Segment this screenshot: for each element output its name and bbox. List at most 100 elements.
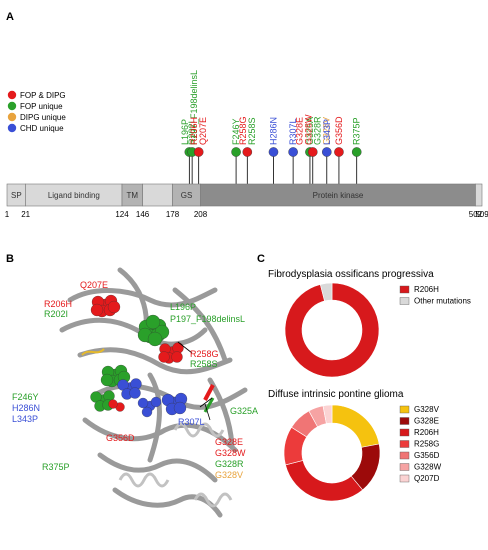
residue-sphere xyxy=(145,314,161,330)
ribbon-helix xyxy=(193,492,233,508)
donut-legend-label: G328W xyxy=(414,463,442,472)
donut-legend-label: R258G xyxy=(414,440,439,449)
donut-legend-label: G328E xyxy=(414,417,439,426)
panel-c-donut-charts: Fibrodysplasia ossificans progressiva R20… xyxy=(268,269,471,502)
position-tick-label: 1 xyxy=(5,210,10,219)
legend-label: DIPG unique xyxy=(20,113,66,122)
panel-a-protein-domain-bar: SP Ligand binding TM GS Protein kinase xyxy=(6,183,483,207)
mutation-label: R202I xyxy=(187,121,197,145)
mutation-label: G328R xyxy=(312,116,322,145)
pointer-line-g325 xyxy=(199,397,213,408)
ribbon-strand xyxy=(77,347,233,375)
lollipop-head xyxy=(351,147,362,157)
donut-legend-label: R206H xyxy=(414,428,439,437)
lollipop-head xyxy=(334,147,344,157)
domain-label: Ligand binding xyxy=(48,191,100,200)
lollipop-head xyxy=(268,147,279,157)
ribbon-helix xyxy=(173,422,225,438)
legend-label: CHD unique xyxy=(20,124,64,133)
lollipop-head xyxy=(307,147,318,157)
domain-label: SP xyxy=(11,191,22,200)
mutation-label: R307L xyxy=(288,118,298,145)
donut-legend-swatch xyxy=(399,474,410,483)
lollipop-head xyxy=(288,147,298,157)
structure-annotation: L343P xyxy=(12,414,38,424)
donut-slice xyxy=(331,404,380,448)
mutation-label: F246Y xyxy=(231,118,241,145)
domain-label: GS xyxy=(181,191,193,200)
donut-legend-label: G356D xyxy=(414,451,440,460)
residue-sphere xyxy=(158,351,170,363)
ribbon-strand xyxy=(67,287,218,308)
panel-b-label: B xyxy=(6,253,14,265)
donut-legend-label: Q207D xyxy=(414,474,440,483)
mutation-label: R375P xyxy=(352,117,362,145)
position-tick-label: 146 xyxy=(136,210,150,219)
structure-annotation: G328V xyxy=(215,470,243,480)
g325-loop-highlight xyxy=(203,397,215,413)
donut-legend-swatch xyxy=(399,440,410,448)
ribbon-helix xyxy=(118,472,170,488)
donut-slice xyxy=(284,282,380,378)
residue-sphere xyxy=(137,397,149,409)
ribbon-strand xyxy=(172,287,228,363)
position-tick-label: 509 xyxy=(475,210,488,219)
lollipop-head xyxy=(242,147,253,157)
donut-slice xyxy=(319,282,333,302)
lollipop-head xyxy=(321,147,332,157)
residue-sphere xyxy=(173,401,187,415)
g328-loop-highlight xyxy=(203,384,215,401)
mutation-label: G356D xyxy=(334,116,344,145)
structure-annotation: L196P xyxy=(170,302,196,312)
position-tick-label: 21 xyxy=(21,210,30,219)
donut-legend-label: R206H xyxy=(414,285,439,294)
structure-annotation: R206H xyxy=(44,299,72,309)
legend-marker xyxy=(7,123,17,133)
donut-legend-swatch xyxy=(399,463,410,471)
donut-legend-label: G328V xyxy=(414,405,440,414)
structure-annotation: Q207E xyxy=(80,280,108,290)
structure-annotation: H286N xyxy=(12,403,40,413)
lollipop-head xyxy=(231,147,241,157)
donut-title: Fibrodysplasia ossificans progressiva xyxy=(268,269,434,280)
mutation-label: Q207E xyxy=(198,117,208,145)
position-tick-label: 502 xyxy=(469,210,483,219)
mutation-label: P197_F198delinsL xyxy=(189,70,199,145)
donut-slice xyxy=(285,460,364,502)
legend-marker xyxy=(7,101,17,111)
residue-sphere xyxy=(107,300,121,314)
residue-sphere xyxy=(147,331,163,347)
residue-sphere xyxy=(108,399,118,409)
lollipop-head xyxy=(193,147,204,157)
ribbon-strand xyxy=(97,452,218,483)
ligand-stick xyxy=(81,348,105,356)
panel-a-legend: FOP & DIPG FOP unique DIPG unique CHD uniqu… xyxy=(7,90,66,133)
mutation-label: G325A xyxy=(305,117,315,145)
donut-legend-swatch xyxy=(399,417,410,425)
legend-marker xyxy=(7,112,17,122)
mutation-label: R258G xyxy=(238,116,248,145)
residue-sphere xyxy=(141,406,153,418)
structure-annotation: R258G xyxy=(190,349,219,359)
structure-annotation: G328R xyxy=(215,459,244,469)
position-tick-label: 208 xyxy=(194,210,208,219)
residue-sphere xyxy=(90,303,104,317)
donut-legend-label: Other mutations xyxy=(414,297,471,306)
structure-annotation: G328E xyxy=(215,437,243,447)
panel-c-label: C xyxy=(257,253,265,265)
donut-chart: Fibrodysplasia ossificans progressiva R20… xyxy=(268,269,471,378)
mutation-label: H286N xyxy=(268,117,278,145)
donut-legend-swatch xyxy=(399,297,410,305)
mutation-label: L196P xyxy=(180,119,190,145)
domain-label: Protein kinase xyxy=(313,191,364,200)
pointer-line-r258 xyxy=(177,341,193,354)
position-tick-label: 178 xyxy=(166,210,180,219)
mutation-label: G328W xyxy=(303,114,313,145)
position-tick-label: 124 xyxy=(115,210,129,219)
mutation-label: G328V xyxy=(321,117,331,145)
structure-annotation: R258S xyxy=(190,359,218,369)
